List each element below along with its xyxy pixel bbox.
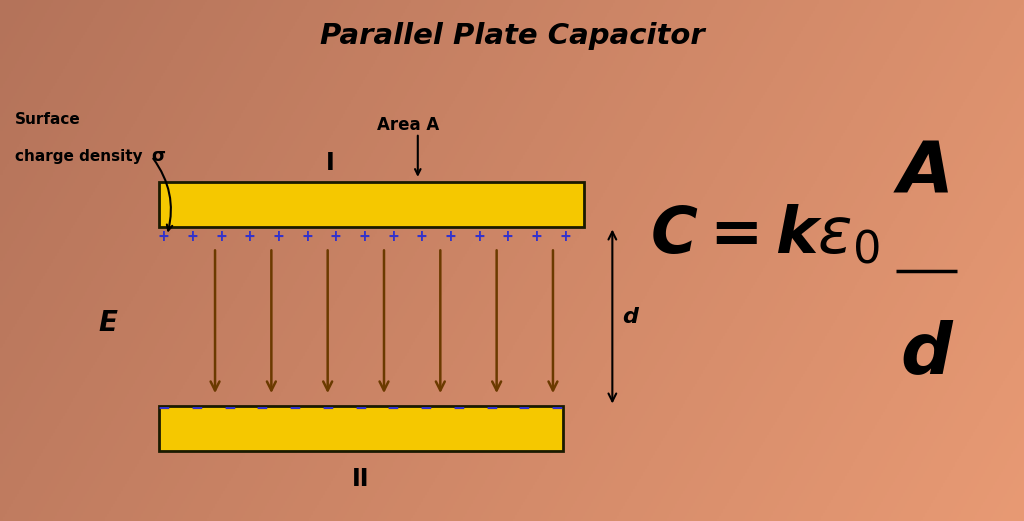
Text: Area A: Area A	[377, 116, 439, 134]
Text: d: d	[623, 306, 639, 327]
Text: +: +	[273, 228, 284, 246]
Text: $\mathit{\boldsymbol{C = k\varepsilon_0}}$: $\mathit{\boldsymbol{C = k\varepsilon_0}…	[650, 203, 880, 266]
Text: +: +	[216, 228, 226, 246]
Text: −: −	[519, 400, 529, 418]
Text: +: +	[531, 228, 542, 246]
Text: −: −	[257, 400, 267, 418]
Text: −: −	[421, 400, 431, 418]
Text: +: +	[331, 228, 341, 246]
Text: −: −	[159, 400, 169, 418]
Bar	[159, 406, 563, 451]
Text: −: −	[552, 400, 562, 418]
Text: +: +	[302, 228, 312, 246]
Text: +: +	[159, 228, 169, 246]
Text: +: +	[245, 228, 255, 246]
Text: −: −	[388, 400, 398, 418]
Text: −: −	[323, 400, 333, 418]
Text: I: I	[326, 151, 335, 175]
Text: +: +	[503, 228, 513, 246]
Text: +: +	[187, 228, 198, 246]
Text: +: +	[359, 228, 370, 246]
Text: −: −	[224, 400, 234, 418]
Text: −: −	[191, 400, 202, 418]
Bar	[159, 182, 584, 227]
Text: II: II	[352, 467, 370, 491]
Text: +: +	[388, 228, 398, 246]
Text: $\mathit{\boldsymbol{d}}$: $\mathit{\boldsymbol{d}}$	[899, 320, 954, 389]
Text: −: −	[486, 400, 497, 418]
Text: $\mathit{\boldsymbol{A}}$: $\mathit{\boldsymbol{A}}$	[893, 138, 950, 206]
Text: charge density: charge density	[15, 149, 143, 164]
Text: +: +	[445, 228, 456, 246]
Text: −: −	[454, 400, 464, 418]
Text: +: +	[560, 228, 570, 246]
Text: −: −	[290, 400, 300, 418]
Text: +: +	[417, 228, 427, 246]
Text: −: −	[355, 400, 366, 418]
Text: Surface: Surface	[15, 113, 81, 127]
Text: σ: σ	[152, 147, 166, 165]
Text: Parallel Plate Capacitor: Parallel Plate Capacitor	[319, 22, 705, 51]
Text: E: E	[98, 309, 117, 337]
Text: +: +	[474, 228, 484, 246]
